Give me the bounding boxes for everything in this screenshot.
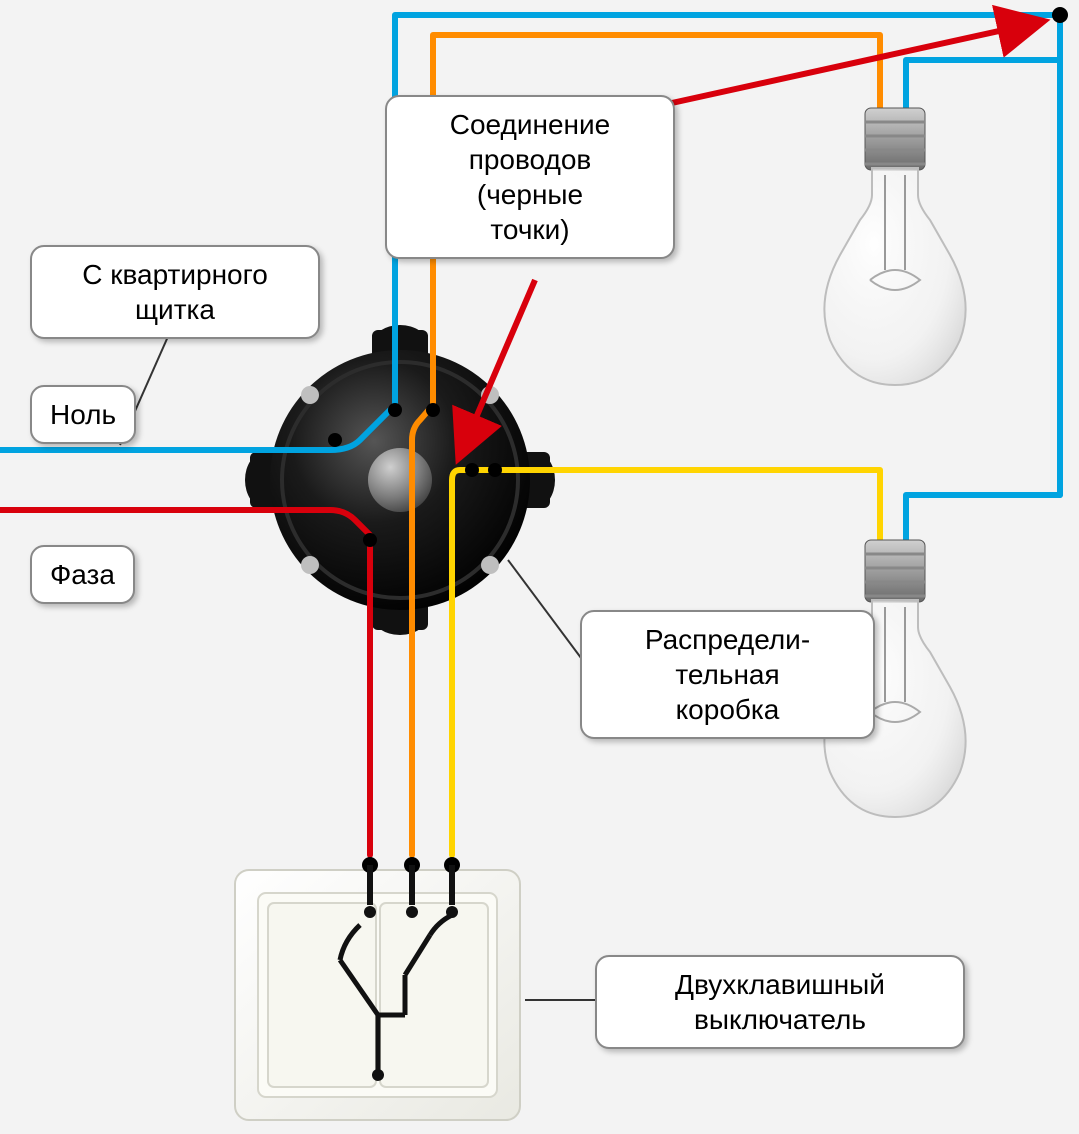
wire-neutral_bulb2	[906, 495, 1060, 540]
label-junction-box: Распредели- тельная коробка	[580, 610, 875, 739]
two-gang-switch-graphic	[235, 857, 520, 1120]
junction-box-graphic	[245, 325, 555, 635]
label-phase: Фаза	[30, 545, 135, 604]
label-connections: Соединение проводов (черные точки)	[385, 95, 675, 259]
connection-dot	[363, 533, 377, 547]
label-two-gang-switch: Двухклавишный выключатель	[595, 955, 965, 1049]
wiring-diagram: С квартирного щитка Ноль Фаза Соединение…	[0, 0, 1079, 1134]
connection-dot	[465, 463, 479, 477]
connection-dot	[388, 403, 402, 417]
connection-dot	[328, 433, 342, 447]
label-neutral: Ноль	[30, 385, 136, 444]
connection-dot	[1052, 7, 1068, 23]
connection-dot	[426, 403, 440, 417]
callout-arrow	[460, 280, 535, 455]
bulb-1	[824, 108, 965, 385]
label-from-panel: С квартирного щитка	[30, 245, 320, 339]
connection-dots	[328, 7, 1068, 547]
connection-dot	[488, 463, 502, 477]
callout-arrow	[640, 22, 1040, 110]
